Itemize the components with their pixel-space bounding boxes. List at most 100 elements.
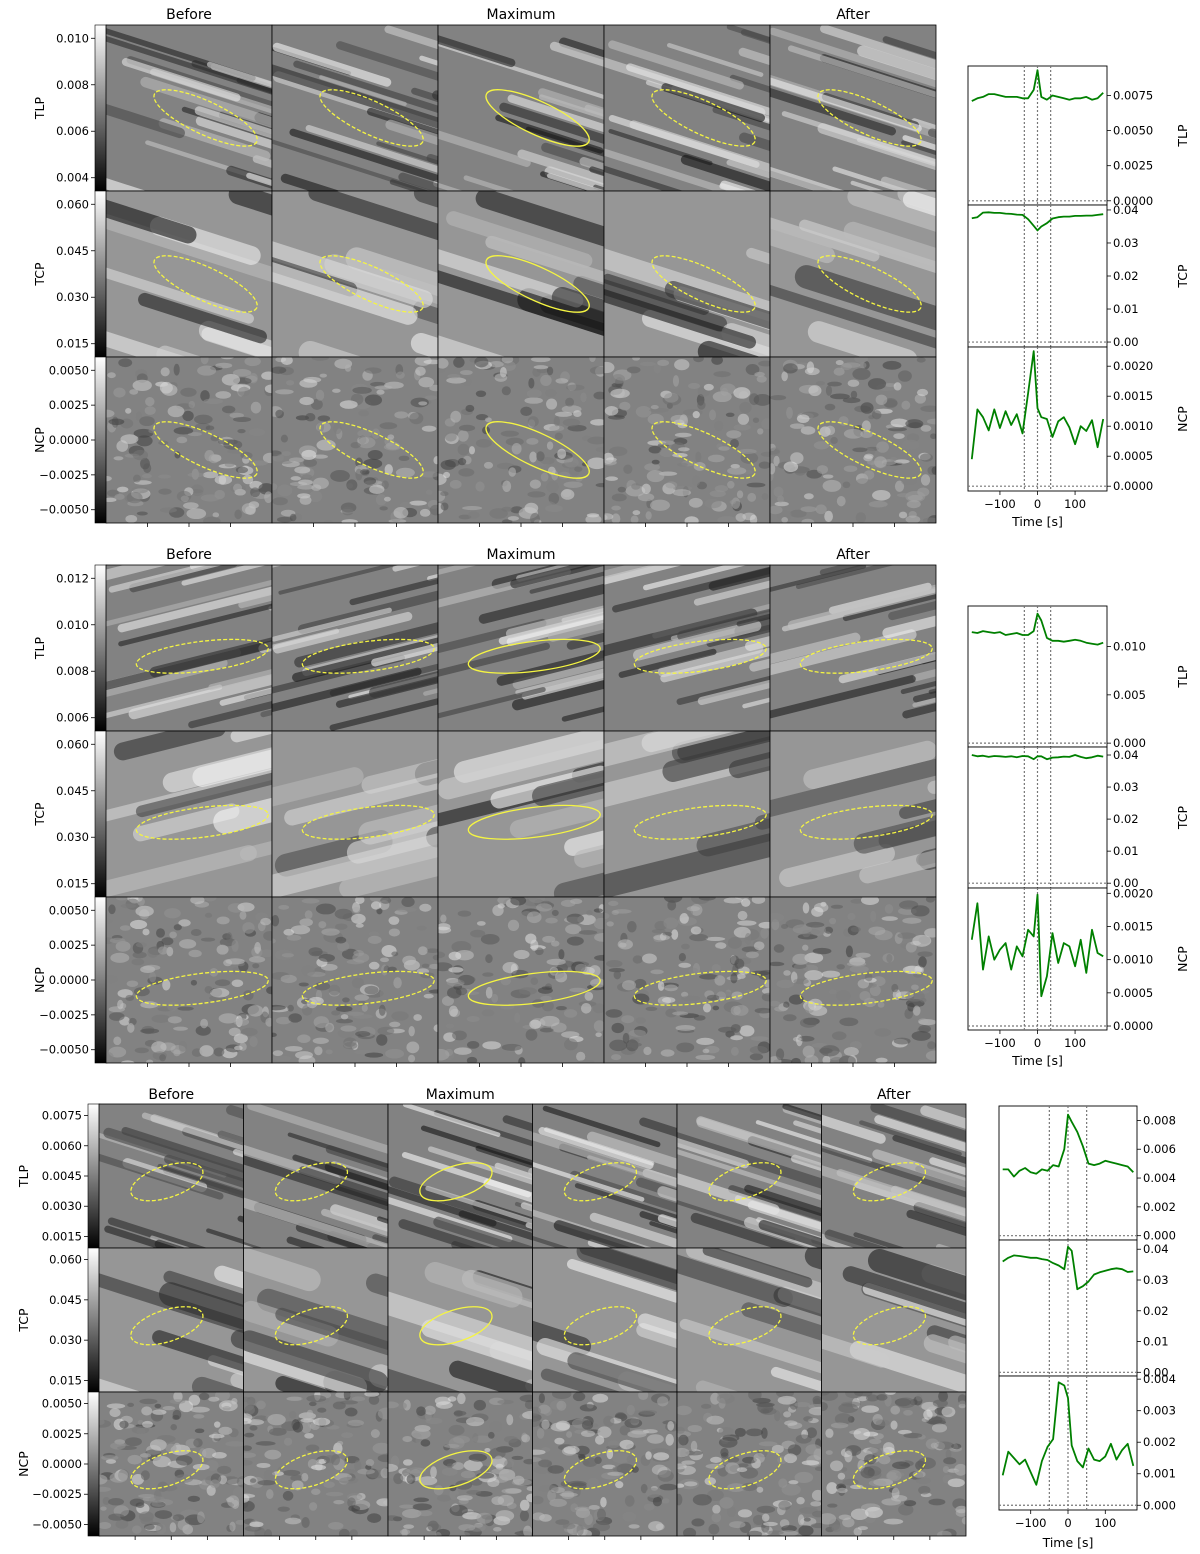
y-tick-label: 0.00 (1113, 335, 1139, 349)
roi-contour (817, 255, 922, 313)
colorbar (87, 1103, 101, 1249)
lightcurve-panel-ncp: 0.0000 0.0005 0.0010 0.0015 0.0020 NCP (967, 346, 1190, 495)
image-panel (243, 1103, 389, 1249)
roi-contour (485, 255, 590, 313)
roi-contour (319, 421, 424, 479)
colorbar-tick-label: 0.0025 (42, 1427, 82, 1441)
y-tick-label: 0.03 (1113, 780, 1139, 794)
roi-contour (274, 1306, 349, 1346)
roi-contour (799, 804, 933, 840)
roi-contour (817, 421, 922, 479)
roi-contour (651, 421, 756, 479)
row-label-ncp: NCP (32, 967, 47, 993)
y-tick-label: 0.03 (1113, 236, 1139, 250)
colorbar-tick-label: 0.010 (56, 618, 89, 632)
image-panel (271, 730, 439, 898)
roi-contour (485, 89, 590, 147)
row-label-tcp: TCP (32, 802, 47, 827)
y-tick-label: 0.0015 (1113, 389, 1153, 403)
y-tick-label: 0.00 (1113, 876, 1139, 890)
row-label-tlp: TLP (32, 636, 47, 660)
colorbar-tick-label: 0.060 (56, 197, 89, 211)
image-panel (387, 1103, 533, 1249)
y-tick-label: 0.006 (1143, 1142, 1176, 1156)
image-panel (243, 1247, 389, 1393)
row-label-tcp: TCP (32, 262, 47, 287)
colorbar-tick-label: −0.0050 (39, 503, 89, 517)
y-axis-label: TCP (1175, 264, 1190, 289)
colorbar (94, 730, 108, 898)
y-tick-label: 0.01 (1143, 1335, 1169, 1349)
y-tick-label: 0.0000 (1113, 479, 1153, 493)
colorbar-tick-label: 0.0025 (49, 398, 89, 412)
image-panel (532, 1247, 678, 1393)
roi-contour (301, 970, 435, 1006)
column-header-after: After (836, 7, 870, 23)
colorbar-tick-label: 0.0045 (42, 1169, 82, 1183)
colorbar-tick-label: 0.006 (56, 711, 89, 725)
roi-contour (563, 1306, 638, 1346)
roi-contour (799, 970, 933, 1006)
colorbar (94, 190, 108, 358)
roi-contour (467, 970, 601, 1006)
row-label-ncp: NCP (16, 1451, 31, 1477)
column-header-after: After (836, 547, 870, 563)
colorbar-tick-label: 0.060 (49, 1253, 82, 1267)
series-line-tlp (971, 612, 1104, 646)
colorbar-tick-label: 0.030 (49, 1333, 82, 1347)
colorbar-tick-label: 0.0050 (42, 1397, 82, 1411)
image-panel (603, 356, 771, 524)
x-tick-label: 100 (1064, 497, 1086, 511)
roi-contour (467, 804, 601, 840)
roi-contour (319, 89, 424, 147)
colorbar-tick-label: −0.0025 (39, 1008, 89, 1022)
y-tick-label: 0.010 (1113, 640, 1146, 654)
colorbar-tick-label: 0.015 (49, 1373, 82, 1387)
image-row-ncp: 0.0050 0.0025 0.0000 −0.0025 −0.0050 NCP (32, 896, 937, 1064)
lightcurve-panel-ncp: 0.0000.0010.0020.0030.004NCP (998, 1372, 1176, 1514)
row-label-tcp: TCP (16, 1308, 31, 1333)
y-tick-label: 0.003 (1143, 1404, 1176, 1418)
colorbar-tick-label: 0.0025 (49, 938, 89, 952)
column-header-maximum: Maximum (426, 1087, 495, 1103)
image-panel (387, 1391, 533, 1537)
x-tick-label: 0 (1034, 497, 1041, 511)
image-panel (603, 896, 771, 1064)
roi-contour (633, 638, 767, 674)
colorbar-tick-label: −0.0025 (39, 468, 89, 482)
lightcurve-chart-1: 0.00000.00250.00500.0075TLP0.000.010.020… (967, 65, 1190, 529)
mosaic-block-3: Before Maximum After0.00750.00600.00450.00… (16, 1087, 967, 1540)
roi-contour (563, 1450, 638, 1490)
image-panel (271, 24, 439, 192)
roi-contour (708, 1450, 782, 1490)
image-row-tlp: 0.012 0.010 0.008 0.006 TLP (32, 564, 937, 732)
roi-contour (153, 89, 258, 147)
lightcurve-panel-tcp: 0.00 0.01 0.02 0.03 0.04 TCP (967, 203, 1190, 351)
roi-contour (633, 970, 767, 1006)
y-tick-label: 0.04 (1113, 203, 1139, 217)
colorbar-tick-label: −0.0025 (32, 1487, 82, 1501)
y-tick-label: 0.0050 (1113, 124, 1153, 138)
roi-contour (852, 1162, 927, 1202)
colorbar (87, 1247, 101, 1393)
roi-contour (708, 1306, 782, 1346)
image-panel (437, 24, 605, 192)
image-panel (676, 1391, 822, 1537)
y-tick-label: 0.00 (1143, 1365, 1169, 1379)
roi-contour (852, 1450, 927, 1490)
image-panel (105, 190, 273, 358)
x-tick-label: 100 (1094, 1516, 1116, 1530)
image-panel (437, 356, 605, 524)
lightcurve-panel-ncp: 0.0000 0.0005 0.0010 0.0015 0.0020 NCP (967, 886, 1190, 1034)
image-panel (603, 24, 771, 192)
colorbar-tick-label: 0.030 (56, 290, 89, 304)
image-row-ncp: 0.0050 0.0025 0.0000 −0.0025 −0.0050 NCP (16, 1391, 967, 1537)
y-tick-label: 0.0010 (1113, 419, 1153, 433)
column-header-maximum: Maximum (487, 7, 556, 23)
colorbar-tick-label: 0.045 (49, 1293, 82, 1307)
roi-contour (852, 1306, 927, 1346)
lightcurve-chart-2: 0.000 0.005 0.010 TLP 0.00 0.01 0.02 0.03 0.04 TC… (967, 605, 1190, 1068)
column-header-before: Before (166, 7, 212, 23)
y-axis-label: NCP (1175, 946, 1190, 972)
image-panel (387, 1247, 533, 1393)
